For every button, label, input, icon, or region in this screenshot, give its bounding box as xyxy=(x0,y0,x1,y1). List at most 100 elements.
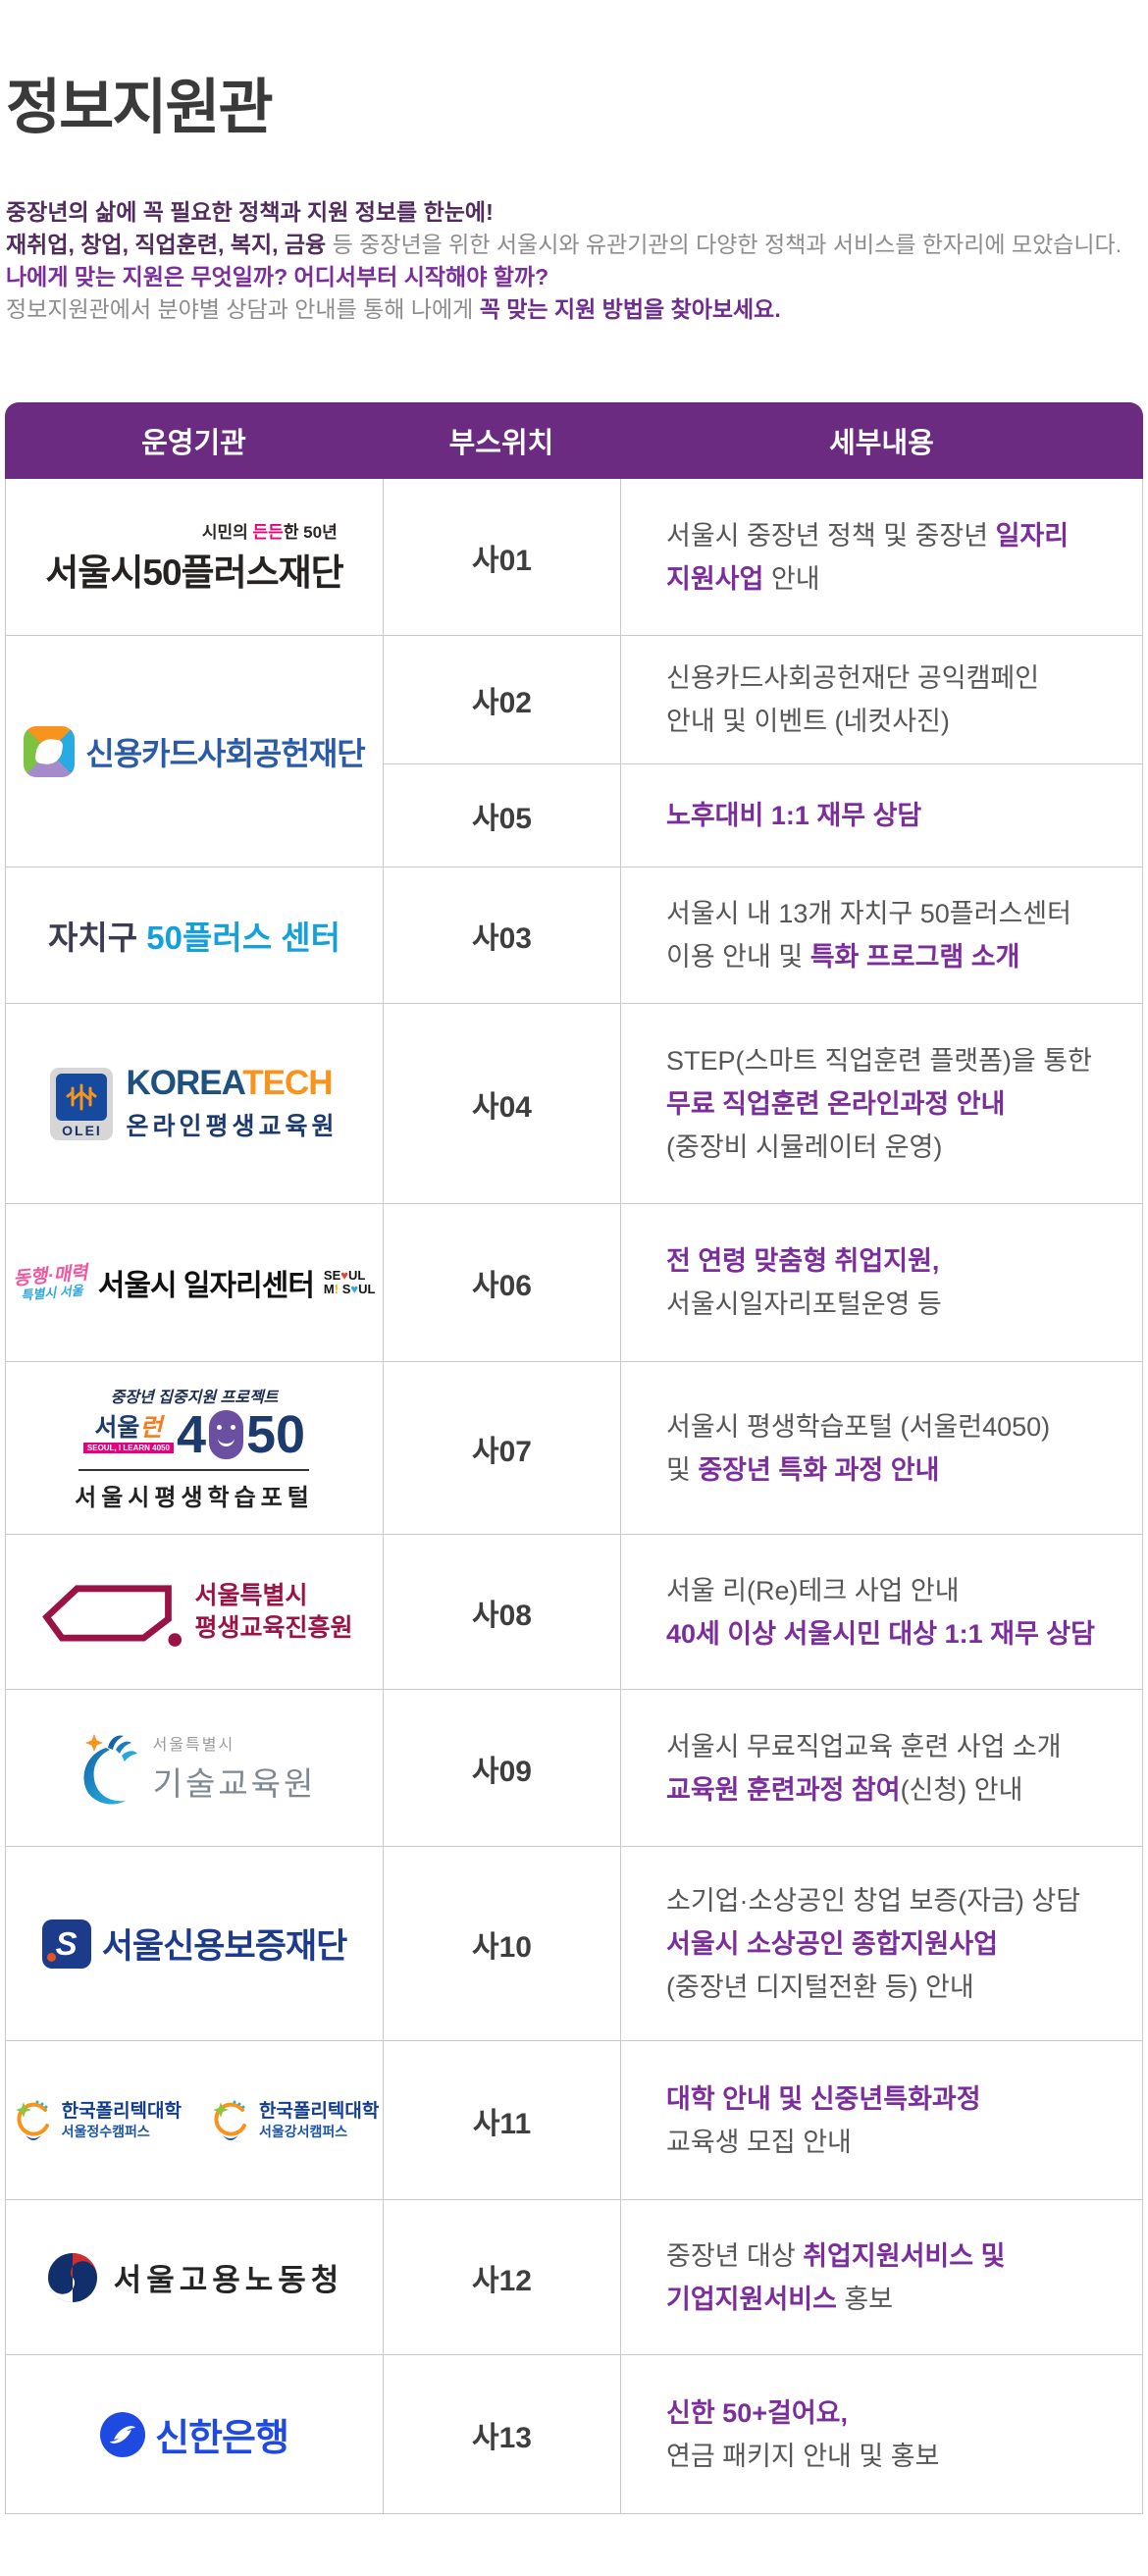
detail-highlight: 기업지원서비스 xyxy=(666,2284,837,2314)
tagline-accent: 든든 xyxy=(252,523,284,542)
brand-text: UL xyxy=(347,1268,366,1284)
detail-text: 중장년 대상 xyxy=(666,2240,804,2271)
seoul-city-script-icon: 동행·매력 특별시 서울 xyxy=(12,1262,89,1302)
org-cell-koreatech: OLEI KOREATECH 온라인평생교육원 xyxy=(6,1004,384,1203)
polytech-emblem-icon xyxy=(213,2100,246,2140)
seoul-my-soul-icon: SE♥UL M! S♥UL xyxy=(324,1269,376,1295)
detail-highlight: 노후대비 1:1 재무 상담 xyxy=(666,801,922,830)
detail-text: STEP(스마트 직업훈련 플랫폼)을 통한 xyxy=(666,1045,1092,1076)
table-row: S 서울신용보증재단 사10 소기업·소상공인 창업 보증(자금) 상담 서울시 … xyxy=(6,1847,1142,2041)
booth-cell: 사09 xyxy=(384,1690,621,1846)
org-name: 서울시50플러스재단 xyxy=(45,552,343,593)
detail-cell: 서울시 평생학습포털 (서울런4050) 및 중장년 특화 과정 안내 xyxy=(621,1362,1142,1534)
detail-highlight: 중장년 특화 과정 안내 xyxy=(698,1454,940,1485)
detail-highlight: 신한 50+걸어요, xyxy=(666,2397,849,2428)
detail-cell: 신용카드사회공헌재단 공익캠페인 안내 및 이벤트 (네컷사진) xyxy=(621,636,1142,763)
booth-cell: 사11 xyxy=(384,2041,621,2199)
org-name-line1: 서울특별시 xyxy=(152,1737,235,1754)
detail-text: 연금 패키지 안내 및 홍보 xyxy=(666,2441,940,2471)
detail-text: 서울시 중장년 정책 및 중장년 xyxy=(666,520,996,551)
intro-line-1-text: 중장년의 삶에 꼭 필요한 정책과 지원 정보를 한눈에! xyxy=(6,199,494,225)
table-row: 서울고용노동청 사12 중장년 대상 취업지원서비스 및 기업지원서비스 홍보 xyxy=(6,2200,1142,2355)
org-cell-seoul-labor-office: 서울고용노동청 xyxy=(6,2200,384,2354)
detail-cell: 서울 리(Re)테크 사업 안내 40세 이상 서울시민 대상 1:1 재무 상담 xyxy=(621,1535,1142,1689)
detail-cell: 서울시 무료직업교육 훈련 사업 소개 교육원 훈련과정 참여(신청) 안내 xyxy=(621,1690,1142,1846)
table-body: 시민의 든든한 50년 서울시50플러스재단 사01 서울시 중장년 정책 및 … xyxy=(5,479,1143,2514)
detail-text: 서울시일자리포털운영 등 xyxy=(666,1289,942,1319)
detail-highlight: 대학 안내 및 신중년특화과정 xyxy=(666,2083,981,2114)
logo-divider xyxy=(78,1469,310,1472)
logo-run-text: 런 xyxy=(139,1414,163,1443)
olei-badge-text: OLEI xyxy=(62,1122,102,1138)
detail-text: 이용 안내 및 xyxy=(666,942,810,972)
logo-number: 0 xyxy=(276,1404,306,1464)
column-header-booth-location: 부스위치 xyxy=(448,428,554,459)
intro-line-4-pre: 정보지원관에서 분야별 상담과 안내를 통해 나에게 xyxy=(6,296,480,322)
seoul-credit-guarantee-logo: S 서울신용보증재단 xyxy=(41,1919,348,1969)
detail-text: (중장년 디지털전환 등) 안내 xyxy=(666,1971,974,2002)
booth-cell: 사08 xyxy=(384,1535,621,1689)
org-name-part1: 자치구 xyxy=(48,920,147,956)
detail-highlight: 지원사업 xyxy=(666,563,764,594)
logo-subbar-text: SEOUL, I LEARN 4050 xyxy=(82,1443,174,1454)
booth-cell: 사01 xyxy=(384,479,621,635)
org-name-part2: 50플러스 센터 xyxy=(146,920,340,956)
detail-cell: 전 연령 맞춤형 취업지원, 서울시일자리포털운영 등 xyxy=(621,1204,1142,1361)
org-cell-creditcard-foundation: 신용카드사회공헌재단 xyxy=(6,636,384,867)
org-name-line2: 평생교육진흥원 xyxy=(194,1613,353,1642)
booth-cell: 사12 xyxy=(384,2200,621,2354)
org-name: 신용카드사회공헌재단 xyxy=(85,735,365,771)
org-cell-jachigu-50plus: 자치구 50플러스 센터 xyxy=(6,867,384,1003)
org-name: 한국폴리텍대학 xyxy=(259,2100,380,2122)
sinbo-s-icon: S xyxy=(41,1919,91,1969)
heart-icon: ♥ xyxy=(340,1268,348,1284)
table-row: 시민의 든든한 50년 서울시50플러스재단 사01 서울시 중장년 정책 및 … xyxy=(6,479,1142,636)
logo-tagline: 중장년 집중지원 프로젝트 xyxy=(110,1389,279,1406)
intro-line-3: 나에게 맞는 지원은 무엇일까? 어디서부터 시작해야 할까? xyxy=(6,261,1144,293)
detail-text: 신용카드사회공헌재단 공익캠페인 xyxy=(666,663,1040,693)
polytech-gangseo-logo: 한국폴리텍대학 서울강서캠퍼스 xyxy=(207,2098,379,2143)
smiley-zero-icon xyxy=(208,1410,243,1460)
org-name: 서울시 일자리센터 xyxy=(97,1270,315,1302)
org-name: 서울신용보증재단 xyxy=(101,1927,348,1966)
org-cell-seoul50plus: 시민의 든든한 50년 서울시50플러스재단 xyxy=(6,479,384,635)
table-row: 동행·매력 특별시 서울 서울시 일자리센터 SE♥UL M! S♥UL 사06… xyxy=(6,1204,1142,1362)
booth-cell: 사05 xyxy=(384,764,621,867)
booth-cell: 사07 xyxy=(384,1362,621,1534)
detail-highlight: 일자리 xyxy=(995,520,1070,551)
seoul50plus-logo: 시민의 든든한 50년 서울시50플러스재단 xyxy=(45,518,343,596)
polytech-emblem-icon xyxy=(15,2100,49,2140)
taegeuk-icon xyxy=(47,2252,97,2302)
org-cell-seoul-job-center: 동행·매력 특별시 서울 서울시 일자리센터 SE♥UL M! S♥UL xyxy=(6,1204,384,1361)
koreatech-emblem-icon: OLEI xyxy=(50,1067,114,1140)
detail-highlight: 무료 직업훈련 온라인과정 안내 xyxy=(666,1088,1006,1119)
booth-subrow: 사02 신용카드사회공헌재단 공익캠페인 안내 및 이벤트 (네컷사진) xyxy=(384,636,1142,764)
column-header-details: 세부내용 xyxy=(829,428,934,459)
intro-line-2-bold: 재취업, 창업, 직업훈련, 복지, 금융 xyxy=(6,232,327,257)
detail-text: 서울시 무료직업교육 훈련 사업 소개 xyxy=(666,1731,1062,1761)
campus-name: 서울정수캠퍼스 xyxy=(61,2123,150,2139)
booth-cell: 사02 xyxy=(384,636,621,763)
table-row: 한국폴리텍대학 서울정수캠퍼스 한국폴리텍대학 xyxy=(6,2041,1142,2200)
org-name-line1: 서울특별시 xyxy=(194,1582,308,1609)
pinwheel-icon xyxy=(24,725,76,777)
tagline-post: 한 50년 xyxy=(283,523,338,542)
page-title: 정보지원관 xyxy=(6,74,274,140)
booth-info-table: 운영기관 부스위치 세부내용 시민의 든든한 50년 서울시50플러스재단 사0… xyxy=(5,402,1143,2514)
jachigu-50plus-logo: 자치구 50플러스 센터 xyxy=(48,912,340,959)
speech-bubble-icon xyxy=(42,1584,183,1647)
org-cell-korea-polytechnics: 한국폴리텍대학 서울정수캠퍼스 한국폴리텍대학 xyxy=(6,2041,384,2199)
org-name: 서울시평생학습포털 xyxy=(75,1485,314,1512)
brand-text: M xyxy=(323,1282,335,1296)
detail-text: (신청) 안내 xyxy=(900,1774,1023,1805)
booth-subrows: 사02 신용카드사회공헌재단 공익캠페인 안내 및 이벤트 (네컷사진) 사05 … xyxy=(384,636,1142,867)
intro-line-2-rest: 등 중장년을 위한 서울시와 유관기관의 다양한 정책과 서비스를 한자리에 모… xyxy=(326,232,1122,257)
table-row: 신용카드사회공헌재단 사02 신용카드사회공헌재단 공익캠페인 안내 및 이벤트 … xyxy=(6,636,1142,867)
detail-cell: 신한 50+걸어요, 연금 패키지 안내 및 홍보 xyxy=(621,2355,1142,2513)
logo-seoul-text: 서울 xyxy=(94,1414,140,1443)
table-row: OLEI KOREATECH 온라인평생교육원 사04 STEP(스마트 직업훈… xyxy=(6,1004,1142,1204)
table-row: 신한은행 사13 신한 50+걸어요, 연금 패키지 안내 및 홍보 xyxy=(6,2355,1142,2513)
seoul50plus-tagline: 시민의 든든한 50년 xyxy=(45,518,338,543)
